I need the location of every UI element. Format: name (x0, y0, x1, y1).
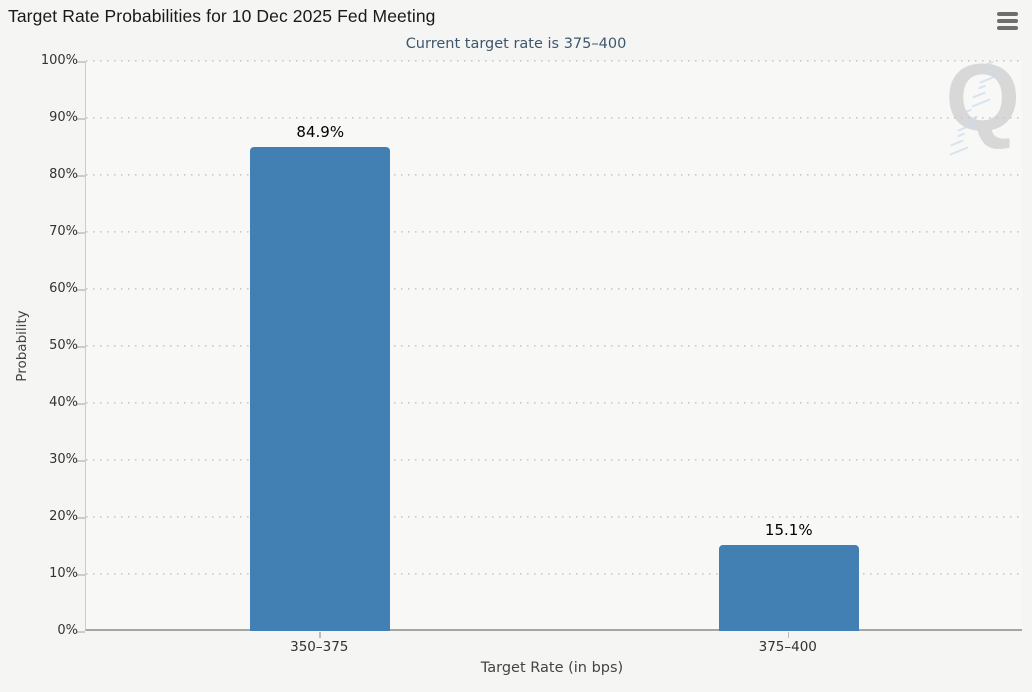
bar-value-label: 15.1% (764, 520, 813, 539)
gridline-80 (86, 174, 1022, 176)
y-tick-mark (76, 232, 85, 234)
y-tick-label: 70% (49, 224, 78, 239)
x-tick-mark (787, 632, 790, 638)
y-tick-label: 80% (49, 167, 78, 182)
y-tick-mark (76, 346, 85, 348)
gridline-90 (86, 117, 1022, 119)
bar-value-label: 84.9% (296, 123, 345, 142)
probability-bar-375–400 (718, 544, 859, 631)
y-tick-mark (76, 61, 85, 63)
x-axis-title: Target Rate (in bps) (480, 660, 624, 676)
hamburger-menu-icon (996, 26, 1018, 30)
chart-title: Target Rate Probabilities for 10 Dec 202… (8, 6, 436, 26)
gridline-70 (86, 231, 1022, 233)
y-tick-mark (76, 289, 85, 291)
y-tick-label: 20% (49, 509, 78, 524)
gridline-10 (86, 573, 1022, 575)
chart-menu-button[interactable] (992, 8, 1022, 34)
gridline-30 (86, 459, 1022, 461)
y-tick-mark (76, 574, 85, 576)
y-tick-label: 40% (49, 395, 78, 410)
hamburger-menu-icon (996, 19, 1018, 23)
y-tick-mark (76, 460, 85, 462)
x-tick-mark (319, 632, 321, 638)
y-tick-mark (76, 175, 85, 177)
y-tick-label: 100% (40, 53, 78, 68)
y-tick-mark (76, 403, 85, 405)
y-tick-mark (76, 118, 85, 120)
y-tick-label: 90% (49, 110, 78, 125)
plot-area: 84.9% 15.1% (85, 60, 1022, 631)
x-category-label: 350–375 (290, 639, 349, 655)
gridline-50 (86, 345, 1022, 347)
probability-bar-350–375 (250, 147, 391, 631)
x-category-label: 375–400 (758, 639, 817, 655)
gridline-20 (86, 516, 1022, 518)
y-tick-label: 0% (57, 623, 78, 638)
y-tick-label: 30% (49, 452, 78, 467)
y-tick-label: 10% (49, 566, 78, 581)
chart-subtitle: Current target rate is 375–400 (405, 36, 627, 52)
gridline-60 (86, 288, 1022, 290)
hamburger-menu-icon (996, 12, 1018, 16)
y-tick-label: 60% (49, 281, 78, 296)
y-tick-mark (76, 517, 85, 519)
y-tick-label: 50% (49, 338, 78, 353)
y-tick-mark (76, 631, 85, 633)
gridline-40 (86, 402, 1022, 404)
gridline-100 (86, 60, 1022, 62)
